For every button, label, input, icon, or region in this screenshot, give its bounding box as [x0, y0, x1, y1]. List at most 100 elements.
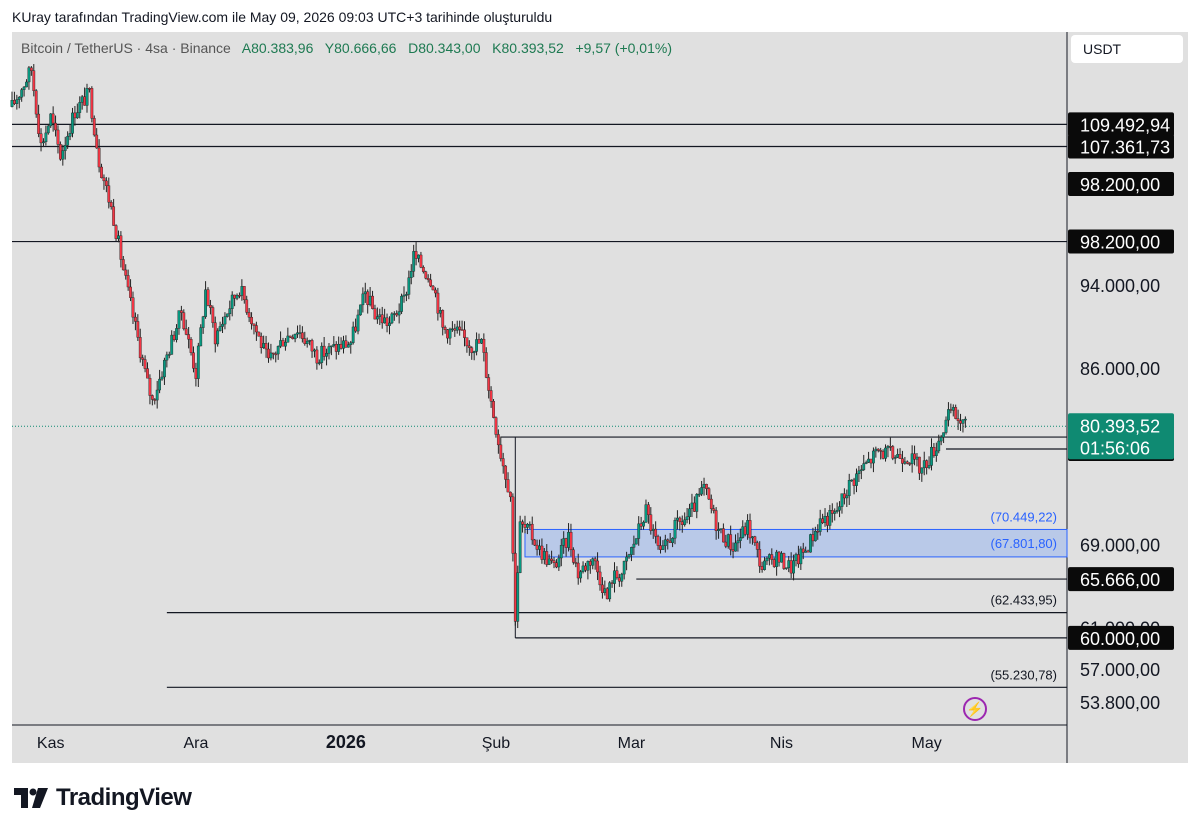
price-badge-label: 98.200,00 — [1080, 175, 1160, 195]
candle-body — [196, 345, 200, 379]
candle-body — [678, 517, 682, 522]
candle-body — [954, 407, 958, 419]
candle-body — [632, 543, 636, 548]
candle-body — [630, 547, 633, 555]
candle-body — [216, 330, 220, 345]
candle-body — [78, 102, 82, 113]
candle-body — [818, 518, 822, 532]
candle-body — [830, 510, 834, 514]
candle-body — [349, 342, 353, 345]
candle-body — [71, 112, 74, 134]
candle-body — [317, 362, 321, 364]
symbol-name[interactable]: Bitcoin / TetherUS · 4sa · Binance — [21, 40, 231, 56]
candle-body — [724, 541, 728, 547]
candle-body — [937, 440, 941, 452]
candle-body — [131, 297, 135, 318]
candle-body — [421, 267, 425, 272]
currency-selector[interactable]: USDT — [1071, 35, 1183, 63]
candle-body — [167, 354, 171, 356]
candle-body — [489, 390, 493, 402]
candle-body — [419, 254, 423, 268]
candle-body — [913, 453, 916, 460]
candle-body — [262, 343, 266, 349]
candle-body — [593, 558, 597, 562]
candle-body — [58, 144, 62, 160]
candle-body — [228, 308, 232, 315]
candle-body — [738, 537, 742, 541]
candle-body — [782, 553, 786, 569]
lightning-bolt-icon[interactable]: ⚡ — [963, 697, 987, 721]
candle-body — [288, 335, 292, 338]
candle-body — [741, 526, 745, 538]
time-axis-label: Şub — [482, 735, 511, 752]
candle-body — [838, 506, 841, 511]
candle-body — [927, 465, 931, 468]
candle-body — [281, 340, 285, 347]
candle-body — [10, 100, 14, 107]
level-label: (62.433,95) — [991, 593, 1058, 608]
chart-panel[interactable] — [12, 32, 1188, 763]
candle-body — [492, 401, 495, 418]
candle-body — [898, 454, 902, 459]
candle-body — [804, 550, 808, 553]
candle-body — [850, 479, 854, 482]
candle-body — [811, 534, 815, 542]
candle-body — [625, 556, 629, 562]
change-value: +9,57 (+0,01%) — [575, 40, 672, 56]
candle-body — [286, 335, 290, 343]
candle-body — [238, 295, 241, 297]
candle-body — [603, 588, 607, 593]
candle-body — [649, 514, 653, 531]
candle-body — [134, 316, 137, 322]
candle-body — [547, 558, 551, 565]
candle-body — [758, 549, 762, 567]
candle-body — [569, 531, 573, 551]
candle-body — [49, 113, 53, 127]
candle-body — [73, 112, 77, 119]
candle-body — [29, 67, 33, 71]
zone-bottom-label: (67.801,80) — [991, 536, 1058, 551]
candle-body — [431, 285, 435, 291]
candle-body — [780, 553, 783, 563]
candle-body — [305, 340, 309, 344]
candle-body — [83, 96, 86, 106]
candle-body — [734, 542, 737, 552]
price-badge — [1068, 625, 1174, 650]
candle-body — [359, 304, 362, 316]
candle-body — [729, 534, 733, 550]
candle-body — [867, 458, 870, 463]
candle-body — [213, 322, 217, 345]
candle-body — [864, 462, 868, 464]
candle-body — [385, 317, 389, 326]
candle-body — [777, 551, 781, 563]
candle-body — [175, 328, 178, 340]
candle-body — [354, 326, 358, 332]
candle-body — [702, 483, 706, 488]
candle-body — [685, 516, 689, 521]
candle-body — [509, 491, 512, 498]
candle-body — [182, 312, 186, 330]
price-axis-label: 94.000,00 — [1080, 276, 1160, 296]
candle-body — [235, 295, 239, 299]
candle-body — [417, 254, 420, 259]
candle-body — [441, 310, 445, 328]
candle-body — [644, 504, 648, 523]
candle-body — [797, 554, 800, 565]
price-badge-label: 65.666,00 — [1080, 570, 1160, 590]
candle-body — [801, 548, 805, 553]
candle-body — [22, 86, 26, 90]
candle-body — [20, 89, 24, 98]
time-axis-label: Ara — [183, 735, 208, 752]
candle-body — [184, 328, 188, 335]
candle-body — [32, 70, 36, 91]
candle-body — [17, 96, 21, 100]
candle-body — [705, 483, 708, 489]
candle-body — [371, 295, 374, 309]
candle-body — [484, 352, 488, 378]
tradingview-brand[interactable]: TradingView — [14, 784, 192, 812]
candle-body — [513, 553, 517, 622]
candle-body — [692, 502, 696, 512]
candle-body — [179, 310, 183, 313]
candle-body — [424, 271, 428, 279]
